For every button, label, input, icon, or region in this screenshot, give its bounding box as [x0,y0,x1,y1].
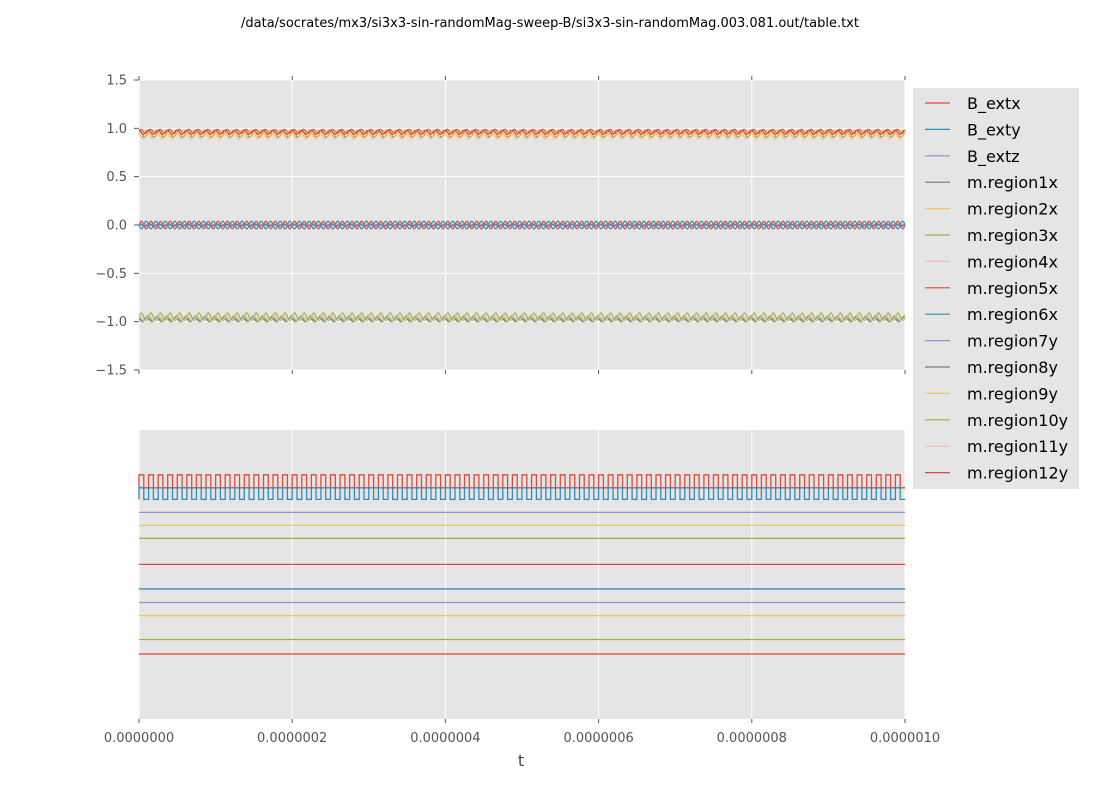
legend-label: B_exty [967,120,1021,140]
legend-label: m.region7y [967,332,1058,351]
legend-label: m.region8y [967,358,1058,377]
x-tick-label: 0.0000000 [104,731,174,746]
x-tick-label: 0.0000010 [870,731,940,746]
y-tick-label: −1.5 [95,364,127,379]
bottom-series-line [138,487,905,501]
legend-label: m.region1x [967,173,1058,192]
x-axis-label: t [518,751,524,770]
legend-label: m.region9y [967,384,1058,403]
legend-box [913,88,1079,489]
series-line-m.region10y [138,315,906,323]
series-line-m.region9y [138,129,906,137]
series-line-m.region12y [138,129,905,135]
top-axes: 1.5 1.0 0.5 0.0 −0.5 −1.0 −1.5 [95,74,906,379]
legend-label: B_extx [967,94,1021,114]
legend-label: m.region2x [967,200,1058,219]
legend-label: m.region11y [967,437,1068,456]
chart-title: /data/socrates/mx3/si3x3-sin-randomMag-s… [241,16,859,31]
legend-label: m.region10y [967,411,1068,430]
legend-label: m.region12y [967,464,1068,483]
x-tick-label: 0.0000008 [717,731,787,746]
y-tick-label: −0.5 [95,267,127,282]
bottom-plot-area [139,430,905,719]
legend: B_extx B_exty B_extz m.region1x m.region2x m.… [913,88,1079,489]
y-tick-label: 0.0 [106,219,127,234]
x-tick-label: 0.0000004 [410,731,480,746]
y-tick-label: 0.5 [106,170,127,185]
series-line-m.region8y [138,223,906,227]
legend-label: m.region4x [967,252,1058,271]
legend-label: m.region5x [967,279,1058,298]
y-tick-label: 1.5 [106,74,127,89]
x-tick-label: 0.0000006 [563,731,633,746]
y-tick-label: 1.0 [106,122,127,137]
y-tick-label: −1.0 [95,315,127,330]
x-tick-label: 0.0000002 [257,731,327,746]
bottom-axes: 0.0000000 0.0000002 0.0000004 0.0000006 0.00… [104,76,940,746]
legend-label: B_extz [967,147,1020,167]
series-line-m.region11y [138,316,906,322]
legend-label: m.region3x [967,226,1058,245]
bottom-series-line [138,474,905,489]
legend-label: m.region6x [967,305,1058,324]
